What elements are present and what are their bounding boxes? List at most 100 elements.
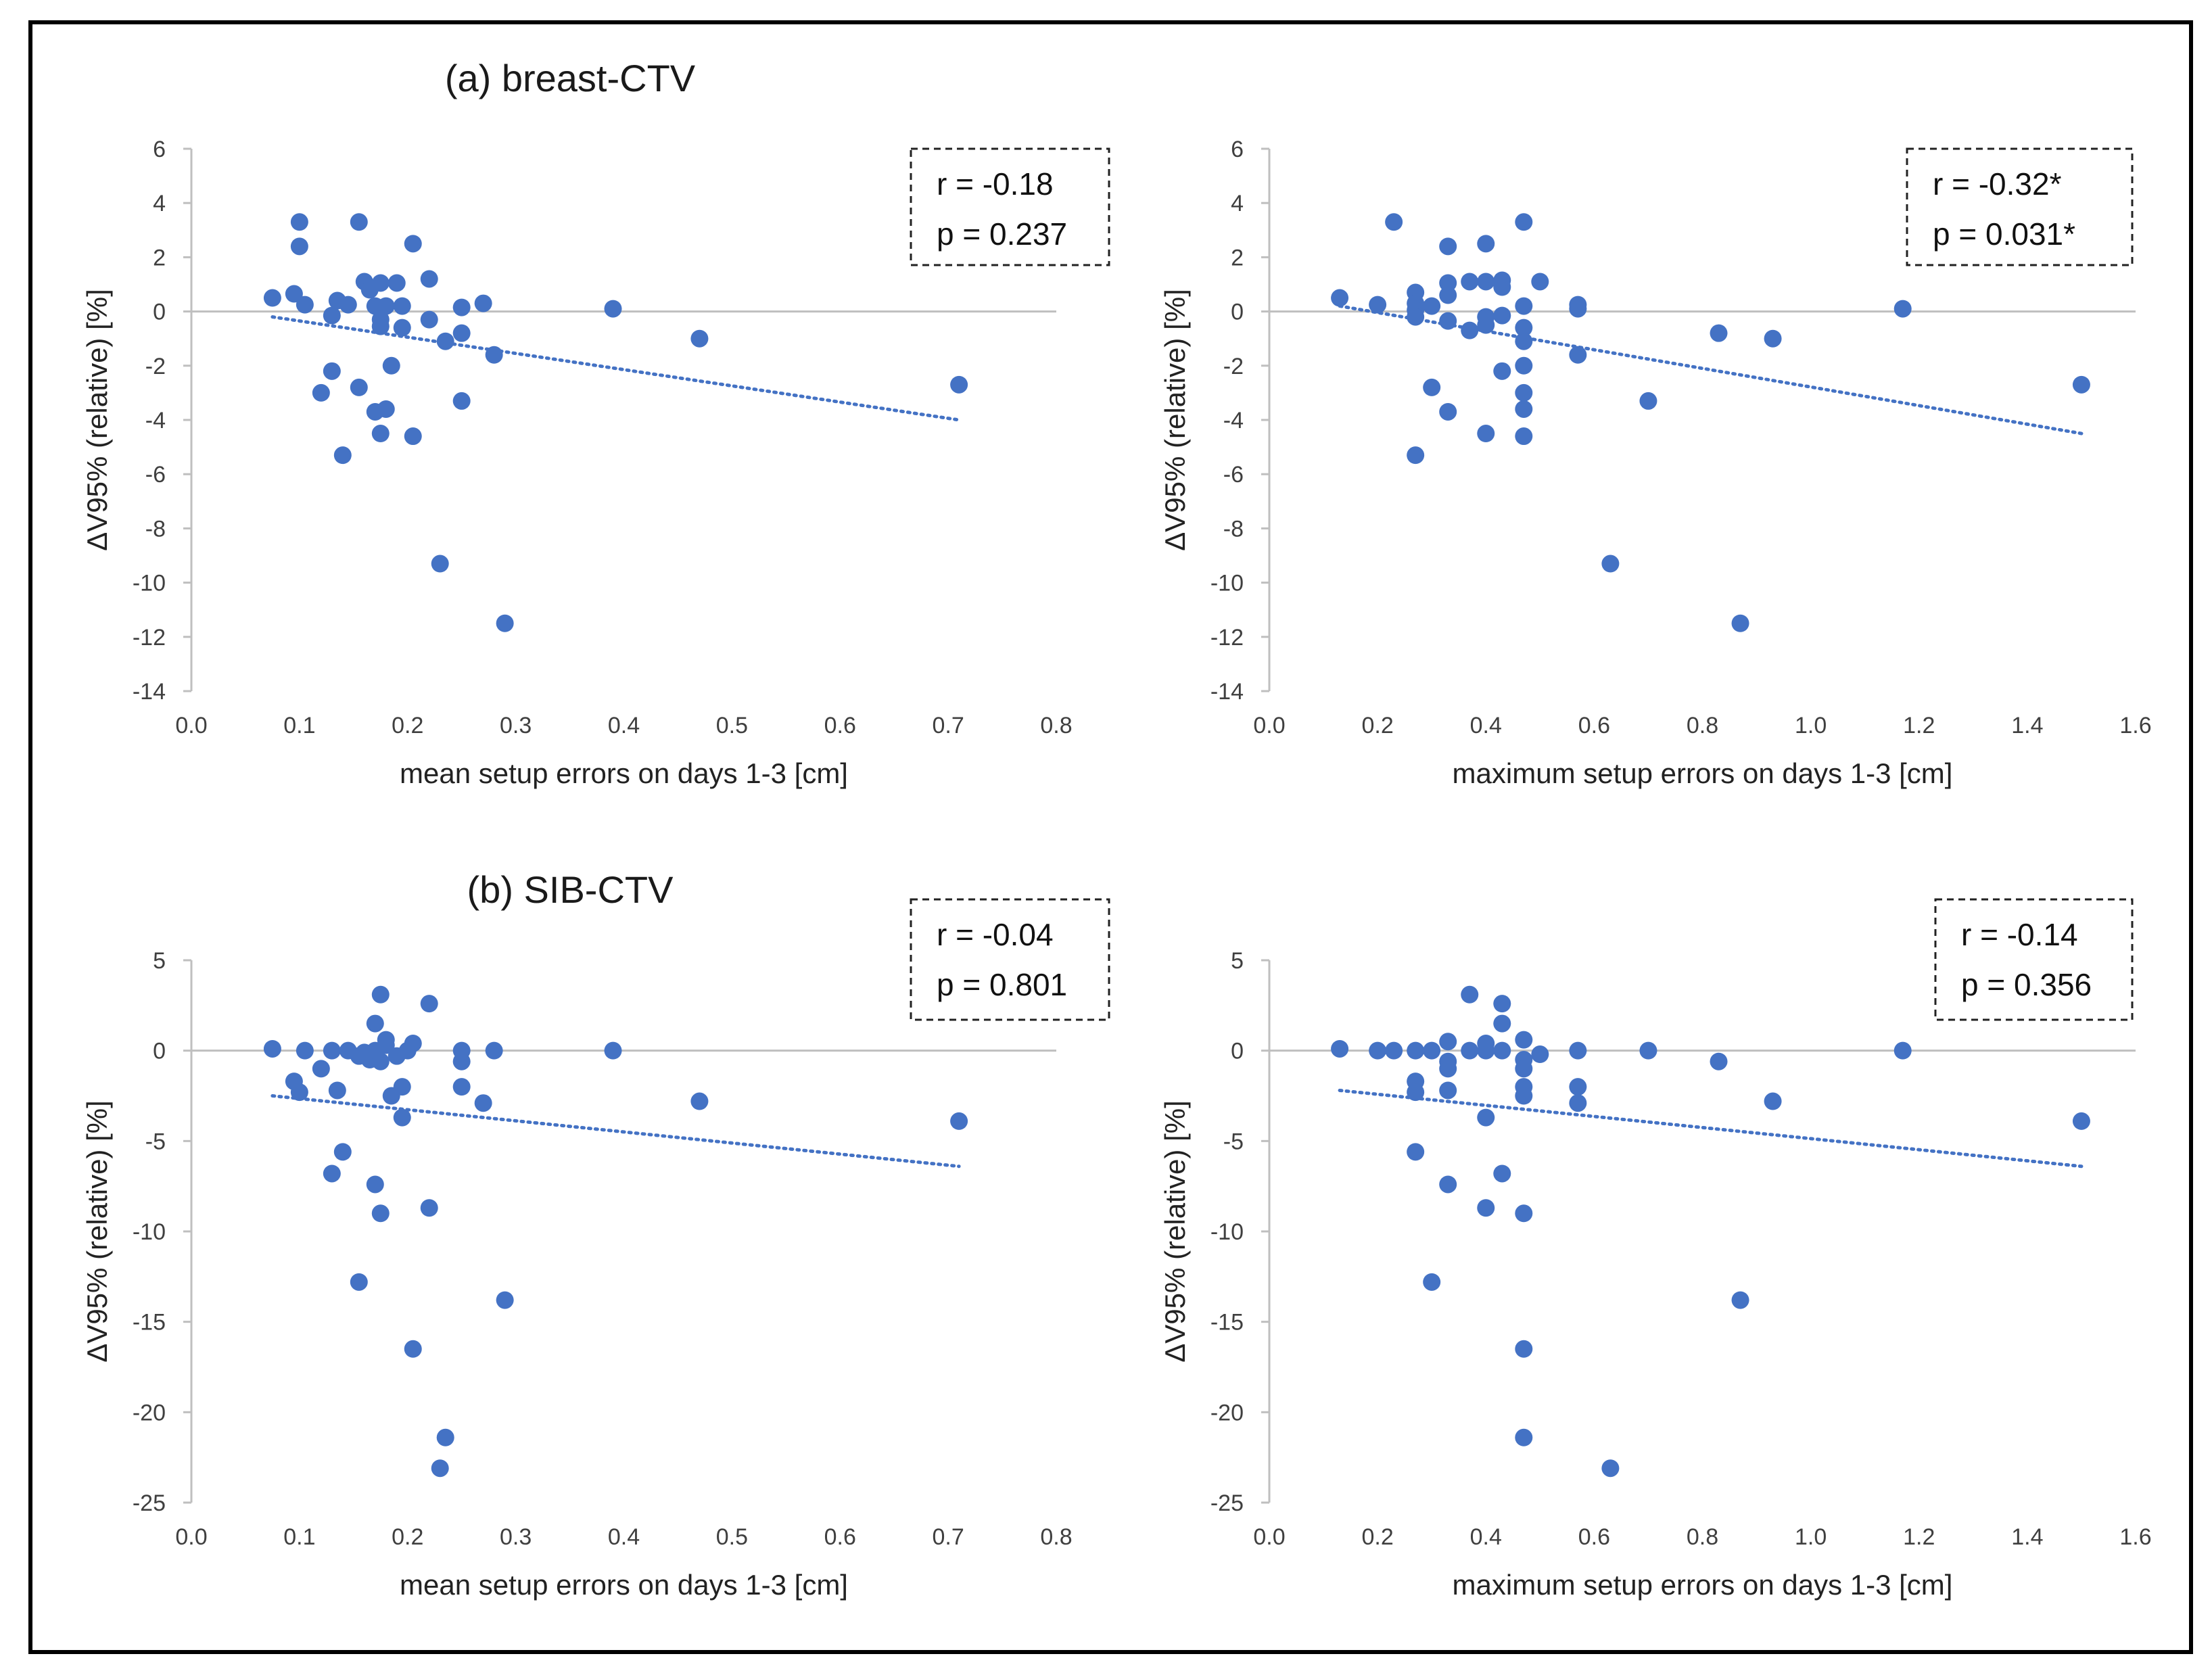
x-tick-label: 0.0 — [1253, 713, 1285, 738]
data-point — [1331, 1039, 1349, 1058]
y-tick-label: -5 — [1223, 1129, 1244, 1154]
y-tick-label: 2 — [153, 245, 166, 270]
x-tick-label: 0.1 — [283, 713, 315, 738]
x-tick-label: 0.4 — [1470, 713, 1502, 738]
data-point — [1385, 213, 1403, 231]
stats-box — [910, 898, 1110, 1021]
data-point — [1515, 319, 1533, 337]
data-point — [371, 1052, 390, 1070]
x-tick-label: 0.0 — [175, 713, 207, 738]
data-point — [382, 356, 400, 375]
chart-sib-ctv-mean: 5 0 -5 -10 -15 -20 -25 0.0 0.1 0.2 0.3 0.4 0.5 0.6 0.7… — [81, 898, 1110, 1601]
x-axis-label: mean setup errors on days 1-3 [cm] — [400, 1569, 848, 1601]
x-tick-label: 0.8 — [1687, 1524, 1718, 1550]
y-tick-label: 2 — [1231, 245, 1244, 270]
x-axis-label: mean setup errors on days 1-3 [cm] — [400, 757, 848, 789]
y-tick-label: -25 — [1210, 1490, 1244, 1516]
x-tick-label: 0.8 — [1040, 713, 1072, 738]
data-point — [371, 1204, 390, 1223]
data-point — [690, 329, 709, 348]
x-tick-label: 0.4 — [608, 713, 640, 738]
x-tick-label: 1.0 — [1795, 1524, 1827, 1550]
y-tick-label: 5 — [153, 948, 166, 974]
data-point — [1893, 1041, 1912, 1060]
data-point — [1439, 402, 1457, 421]
data-point — [1493, 1041, 1511, 1060]
stats-p-value: p = 0.801 — [937, 967, 1067, 1002]
data-point — [285, 285, 303, 303]
data-point — [328, 1081, 346, 1100]
data-point — [1515, 1031, 1533, 1049]
chart-sib-ctv-max: 5 0 -5 -10 -15 -20 -25 0.0 0.2 0.4 0.6 0.8 1.0 1.2 1.4… — [1159, 898, 2152, 1601]
data-point — [333, 1143, 352, 1161]
data-point — [420, 995, 438, 1013]
y-tick-label: -5 — [145, 1129, 166, 1154]
y-tick-label: -8 — [1223, 516, 1244, 542]
y-tick-label: -6 — [1223, 462, 1244, 488]
data-point — [1515, 356, 1533, 375]
data-point — [1710, 1052, 1728, 1070]
data-point — [296, 1041, 314, 1060]
stats-r-value: r = -0.04 — [937, 917, 1054, 952]
x-tick-label: 1.4 — [2011, 713, 2043, 738]
data-point — [496, 1291, 514, 1309]
x-tick-label: 0.6 — [1578, 1524, 1610, 1550]
data-point — [1461, 1041, 1479, 1060]
data-point — [393, 1078, 411, 1096]
x-tick-label: 1.4 — [2011, 1524, 2043, 1550]
data-point — [420, 310, 438, 329]
data-point — [1461, 273, 1479, 291]
y-tick-label: 4 — [153, 191, 166, 216]
stats-r-value: r = -0.32* — [1933, 166, 2062, 202]
data-point — [1531, 273, 1549, 291]
data-point — [393, 297, 411, 315]
data-point — [2072, 375, 2090, 394]
data-point — [296, 296, 314, 314]
data-point — [377, 1031, 395, 1049]
data-point — [1731, 614, 1749, 632]
chart-breast-ctv-max: 6 4 2 0 -2 -4 -6 -8 -10 -12 -14 0.0 0.2 0.4 0.6 0.8 1.0 1… — [1159, 137, 2152, 789]
y-tick-label: -14 — [133, 679, 166, 705]
y-tick-label: -10 — [133, 571, 166, 596]
y-tick-label: -10 — [1210, 1219, 1244, 1245]
data-point — [485, 346, 503, 364]
data-point — [1477, 273, 1495, 291]
y-axis-label: ΔV95% (relative) [%] — [1159, 289, 1191, 551]
figure-frame — [28, 20, 2193, 1654]
data-point — [290, 237, 308, 256]
data-point — [350, 1273, 368, 1291]
x-tick-label: 0.0 — [1253, 1524, 1285, 1550]
y-tick-label: 0 — [153, 300, 166, 325]
x-tick-label: 0.2 — [1361, 1524, 1393, 1550]
data-point — [350, 378, 368, 396]
data-point — [1515, 1204, 1533, 1223]
y-axis-label: ΔV95% (relative) [%] — [81, 1100, 113, 1363]
y-tick-label: 6 — [1231, 137, 1244, 162]
y-tick-label: 5 — [1231, 948, 1244, 974]
data-point — [1601, 555, 1620, 573]
data-point — [1515, 1428, 1533, 1446]
data-point — [1493, 278, 1511, 296]
data-point — [1331, 289, 1349, 307]
x-tick-label: 0.8 — [1687, 713, 1718, 738]
data-point — [1407, 1041, 1425, 1060]
data-point — [1423, 1041, 1441, 1060]
data-point — [2072, 1112, 2090, 1130]
data-point — [404, 1340, 422, 1358]
data-point — [323, 306, 341, 325]
stats-r-value: r = -0.18 — [937, 166, 1054, 202]
data-point — [1477, 425, 1495, 443]
stats-p-value: p = 0.356 — [1961, 967, 2092, 1002]
y-tick-label: -4 — [1223, 408, 1244, 433]
data-point — [690, 1092, 709, 1110]
data-point — [290, 213, 308, 231]
data-point — [950, 375, 968, 394]
data-point — [1569, 1041, 1587, 1060]
data-point — [371, 425, 390, 443]
data-point — [474, 294, 492, 312]
data-point — [436, 332, 454, 350]
y-tick-label: -2 — [1223, 354, 1244, 379]
x-tick-label: 1.6 — [2119, 1524, 2151, 1550]
x-tick-label: 0.3 — [500, 1524, 532, 1550]
data-point — [1764, 329, 1782, 348]
